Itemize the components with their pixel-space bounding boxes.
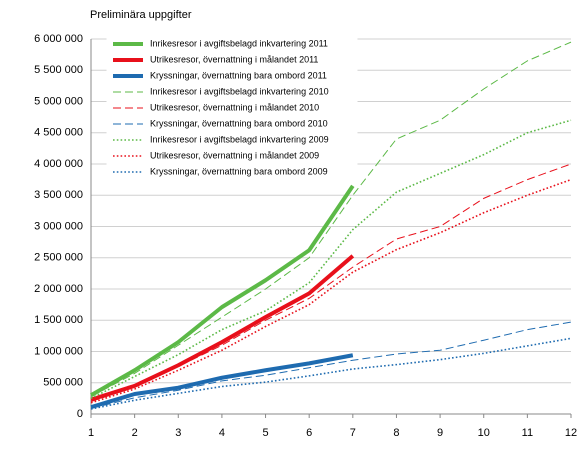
x-tick-label: 6	[306, 427, 312, 439]
legend-label: Inrikesresor i avgiftsbelagd inkvarterin…	[150, 86, 329, 96]
y-tick-label: 2 000 000	[34, 283, 83, 295]
legend-label: Kryssningar, övernattning bara ombord 20…	[150, 70, 327, 80]
x-tick-label: 11	[522, 427, 533, 439]
series-line	[90, 41, 572, 397]
y-tick-label: 3 000 000	[34, 220, 83, 232]
series-line	[90, 254, 355, 402]
y-tick-label: 2 500 000	[34, 252, 83, 264]
series-line	[90, 178, 572, 404]
legend-label: Kryssningar, övernattning bara ombord 20…	[150, 118, 328, 128]
legend-label: Kryssningar, övernattning bara ombord 20…	[150, 166, 328, 176]
chart-title: Preliminära uppgifter	[90, 9, 192, 21]
y-tick-label: 5 500 000	[34, 64, 83, 76]
y-tick-label: 6 000 000	[34, 33, 83, 45]
y-tick-label: 0	[77, 408, 83, 420]
y-tick-label: 4 000 000	[34, 158, 83, 170]
x-tick-label: 7	[350, 427, 356, 439]
series-line	[90, 184, 355, 397]
y-tick-label: 500 000	[43, 377, 83, 389]
series-line	[90, 353, 354, 410]
x-tick-label: 12	[565, 427, 577, 439]
legend-box	[106, 35, 358, 181]
x-tick-label: 8	[393, 427, 399, 439]
series-line	[90, 163, 572, 402]
x-tick-label: 1	[88, 427, 94, 439]
legend: Inrikesresor i avgiftsbelagd inkvarterin…	[106, 35, 358, 181]
series-line	[90, 321, 572, 409]
legend-label: Inrikesresor i avgiftsbelagd inkvarterin…	[150, 38, 328, 48]
x-tick-label: 10	[478, 427, 490, 439]
y-tick-label: 1 500 000	[34, 314, 83, 326]
x-tick-label: 3	[175, 427, 181, 439]
legend-label: Utrikesresor, övernattning i målandet 20…	[150, 150, 319, 160]
y-tick-label: 5 000 000	[34, 95, 83, 107]
x-tick-label: 2	[132, 427, 138, 439]
x-tick-label: 5	[262, 427, 268, 439]
series-line	[90, 119, 572, 400]
x-tick-label: 4	[219, 427, 225, 439]
y-tick-label: 1 000 000	[34, 345, 83, 357]
legend-label: Utrikesresor, övernattning i målandet 20…	[150, 102, 319, 112]
series-line	[90, 337, 572, 410]
y-tick-label: 3 500 000	[34, 189, 83, 201]
legend-label: Utrikesresor, övernattning i målandet 20…	[150, 54, 318, 64]
legend-label: Inrikesresor i avgiftsbelagd inkvarterin…	[150, 134, 329, 144]
x-tick-label: 9	[437, 427, 443, 439]
y-tick-label: 4 500 000	[34, 127, 83, 139]
